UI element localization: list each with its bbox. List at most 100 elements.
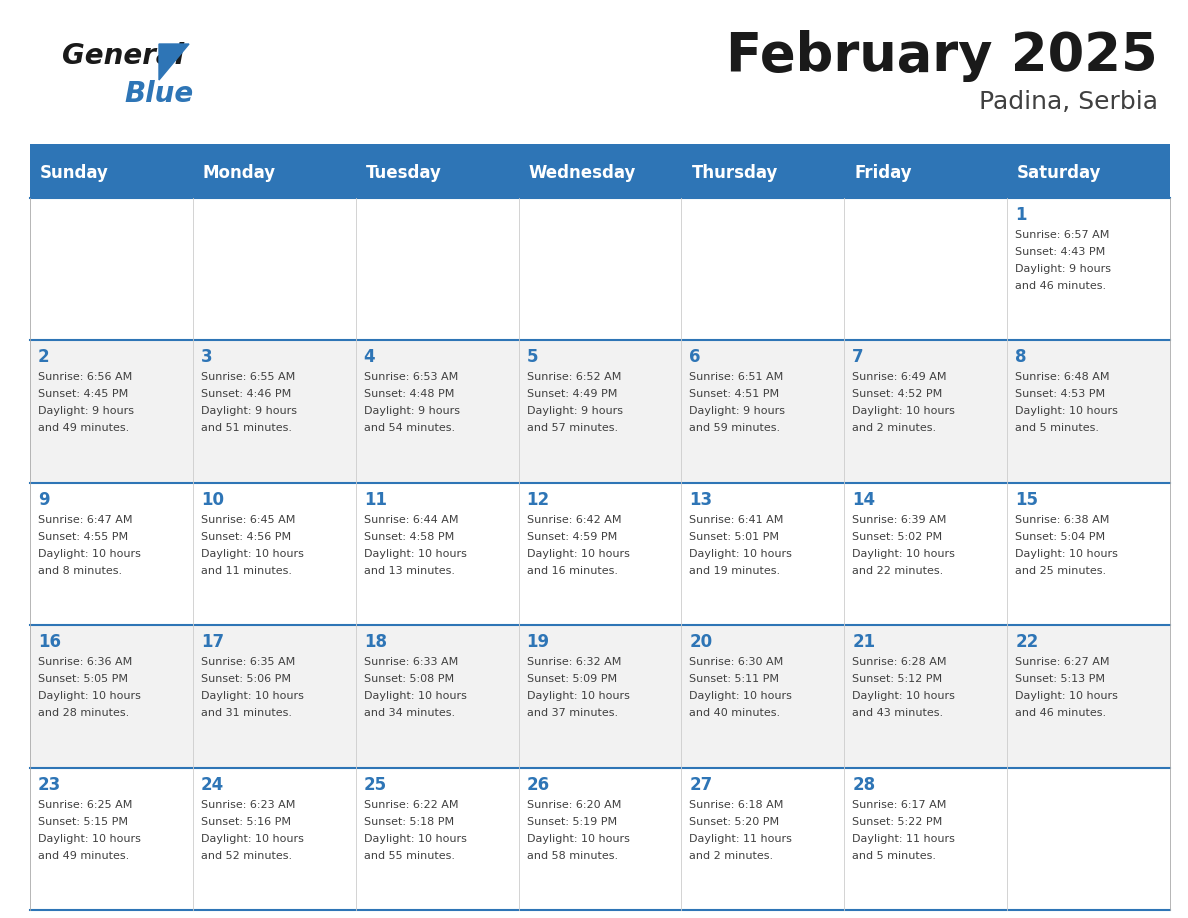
Text: Sunset: 5:06 PM: Sunset: 5:06 PM <box>201 674 291 684</box>
Text: Sunrise: 6:51 AM: Sunrise: 6:51 AM <box>689 373 784 383</box>
Text: 15: 15 <box>1015 491 1038 509</box>
Text: Daylight: 10 hours: Daylight: 10 hours <box>201 549 304 559</box>
Bar <box>519 483 682 625</box>
Text: Sunset: 4:43 PM: Sunset: 4:43 PM <box>1015 247 1105 257</box>
Bar <box>30 144 1170 148</box>
Bar <box>519 148 682 198</box>
Text: Sunset: 4:45 PM: Sunset: 4:45 PM <box>38 389 128 399</box>
Text: Daylight: 10 hours: Daylight: 10 hours <box>364 691 467 701</box>
Text: Sunrise: 6:56 AM: Sunrise: 6:56 AM <box>38 373 132 383</box>
Text: Sunrise: 6:36 AM: Sunrise: 6:36 AM <box>38 657 132 667</box>
Text: and 57 minutes.: and 57 minutes. <box>526 423 618 433</box>
Text: 6: 6 <box>689 349 701 366</box>
Text: 4: 4 <box>364 349 375 366</box>
Bar <box>192 341 355 483</box>
Text: Sunset: 5:22 PM: Sunset: 5:22 PM <box>852 817 942 826</box>
Bar <box>1007 625 1170 767</box>
Bar <box>519 625 682 767</box>
Text: Sunset: 4:48 PM: Sunset: 4:48 PM <box>364 389 454 399</box>
Text: Daylight: 9 hours: Daylight: 9 hours <box>201 407 297 417</box>
Bar <box>1007 341 1170 483</box>
Text: Sunrise: 6:52 AM: Sunrise: 6:52 AM <box>526 373 621 383</box>
Bar <box>30 198 192 341</box>
Text: and 52 minutes.: and 52 minutes. <box>201 851 292 860</box>
Text: Sunrise: 6:28 AM: Sunrise: 6:28 AM <box>852 657 947 667</box>
Text: Sunset: 5:05 PM: Sunset: 5:05 PM <box>38 674 128 684</box>
Text: Sunset: 5:08 PM: Sunset: 5:08 PM <box>364 674 454 684</box>
Text: Sunset: 4:56 PM: Sunset: 4:56 PM <box>201 532 291 542</box>
Text: 11: 11 <box>364 491 387 509</box>
Text: and 5 minutes.: and 5 minutes. <box>852 851 936 860</box>
Text: Sunrise: 6:33 AM: Sunrise: 6:33 AM <box>364 657 457 667</box>
Text: Tuesday: Tuesday <box>366 164 442 182</box>
Bar <box>845 198 1007 341</box>
Bar <box>30 625 192 767</box>
Bar <box>682 148 845 198</box>
Text: 7: 7 <box>852 349 864 366</box>
Text: Sunday: Sunday <box>40 164 109 182</box>
Text: 19: 19 <box>526 633 550 651</box>
Text: Padina, Serbia: Padina, Serbia <box>979 90 1158 114</box>
Text: 8: 8 <box>1015 349 1026 366</box>
Text: 3: 3 <box>201 349 213 366</box>
Text: Sunrise: 6:53 AM: Sunrise: 6:53 AM <box>364 373 457 383</box>
Text: Daylight: 11 hours: Daylight: 11 hours <box>689 834 792 844</box>
Text: Sunset: 5:20 PM: Sunset: 5:20 PM <box>689 817 779 826</box>
Text: 18: 18 <box>364 633 387 651</box>
Text: 1: 1 <box>1015 206 1026 224</box>
Bar <box>682 483 845 625</box>
Bar <box>845 625 1007 767</box>
Text: Daylight: 9 hours: Daylight: 9 hours <box>526 407 623 417</box>
Text: and 28 minutes.: and 28 minutes. <box>38 708 129 718</box>
Text: and 58 minutes.: and 58 minutes. <box>526 851 618 860</box>
Bar <box>1007 198 1170 341</box>
Text: Sunset: 4:58 PM: Sunset: 4:58 PM <box>364 532 454 542</box>
Text: Daylight: 10 hours: Daylight: 10 hours <box>852 691 955 701</box>
Text: Sunrise: 6:20 AM: Sunrise: 6:20 AM <box>526 800 621 810</box>
Text: and 54 minutes.: and 54 minutes. <box>364 423 455 433</box>
Text: 17: 17 <box>201 633 225 651</box>
Text: 14: 14 <box>852 491 876 509</box>
Text: and 13 minutes.: and 13 minutes. <box>364 565 455 576</box>
Text: 26: 26 <box>526 776 550 793</box>
Text: Daylight: 10 hours: Daylight: 10 hours <box>364 549 467 559</box>
Bar <box>1007 767 1170 910</box>
Text: Sunset: 4:59 PM: Sunset: 4:59 PM <box>526 532 617 542</box>
Text: and 8 minutes.: and 8 minutes. <box>38 565 122 576</box>
Text: Sunset: 4:52 PM: Sunset: 4:52 PM <box>852 389 942 399</box>
Text: Sunrise: 6:32 AM: Sunrise: 6:32 AM <box>526 657 621 667</box>
Text: and 19 minutes.: and 19 minutes. <box>689 565 781 576</box>
Text: Daylight: 10 hours: Daylight: 10 hours <box>1015 549 1118 559</box>
Bar <box>192 625 355 767</box>
Text: Sunrise: 6:44 AM: Sunrise: 6:44 AM <box>364 515 459 525</box>
Bar <box>30 148 192 198</box>
Bar <box>30 767 192 910</box>
Text: and 49 minutes.: and 49 minutes. <box>38 851 129 860</box>
Text: Daylight: 10 hours: Daylight: 10 hours <box>526 549 630 559</box>
Text: Daylight: 10 hours: Daylight: 10 hours <box>689 691 792 701</box>
Text: Sunset: 4:46 PM: Sunset: 4:46 PM <box>201 389 291 399</box>
Text: Daylight: 9 hours: Daylight: 9 hours <box>689 407 785 417</box>
Bar <box>519 198 682 341</box>
Text: Sunrise: 6:18 AM: Sunrise: 6:18 AM <box>689 800 784 810</box>
Text: Friday: Friday <box>854 164 912 182</box>
Text: 25: 25 <box>364 776 387 793</box>
Text: Sunrise: 6:45 AM: Sunrise: 6:45 AM <box>201 515 296 525</box>
Text: and 16 minutes.: and 16 minutes. <box>526 565 618 576</box>
Text: Sunrise: 6:39 AM: Sunrise: 6:39 AM <box>852 515 947 525</box>
Text: Wednesday: Wednesday <box>529 164 636 182</box>
Text: Sunrise: 6:23 AM: Sunrise: 6:23 AM <box>201 800 296 810</box>
Text: Daylight: 10 hours: Daylight: 10 hours <box>38 549 141 559</box>
Text: Sunset: 5:15 PM: Sunset: 5:15 PM <box>38 817 128 826</box>
Text: Thursday: Thursday <box>691 164 778 182</box>
Text: Sunrise: 6:27 AM: Sunrise: 6:27 AM <box>1015 657 1110 667</box>
Text: General: General <box>62 42 184 70</box>
Bar <box>30 483 192 625</box>
Text: 5: 5 <box>526 349 538 366</box>
Text: Sunset: 4:49 PM: Sunset: 4:49 PM <box>526 389 617 399</box>
Text: and 37 minutes.: and 37 minutes. <box>526 708 618 718</box>
Text: 27: 27 <box>689 776 713 793</box>
Bar <box>355 767 519 910</box>
Text: Sunrise: 6:22 AM: Sunrise: 6:22 AM <box>364 800 459 810</box>
Text: 23: 23 <box>38 776 62 793</box>
